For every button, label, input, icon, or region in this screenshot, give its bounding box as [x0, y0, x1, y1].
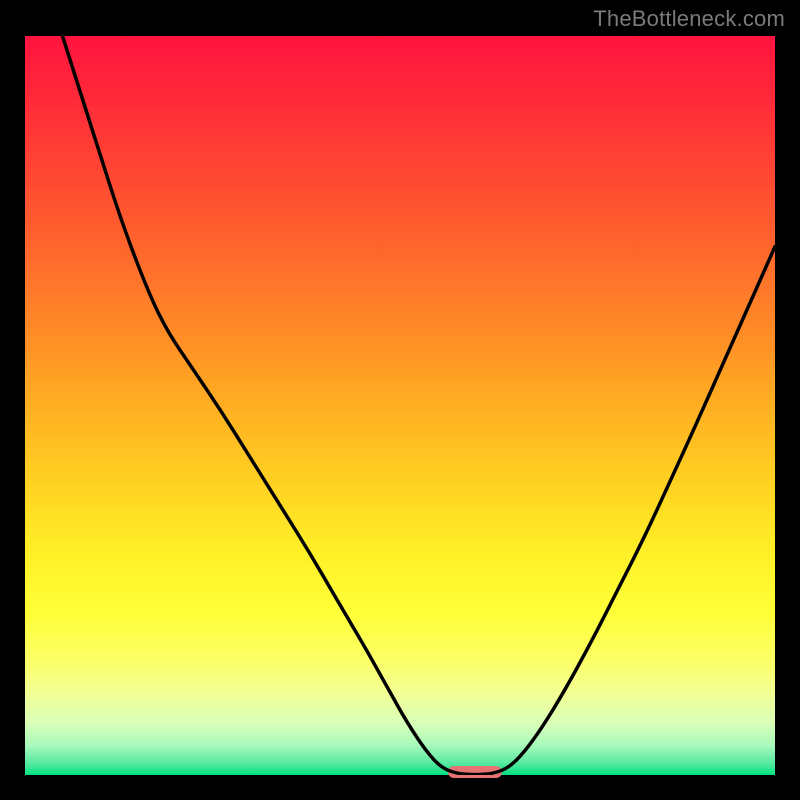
plot-area: [25, 36, 775, 775]
bottleneck-curve: [25, 36, 775, 775]
chart-frame: TheBottleneck.com: [0, 0, 800, 800]
watermark-label: TheBottleneck.com: [593, 6, 785, 32]
